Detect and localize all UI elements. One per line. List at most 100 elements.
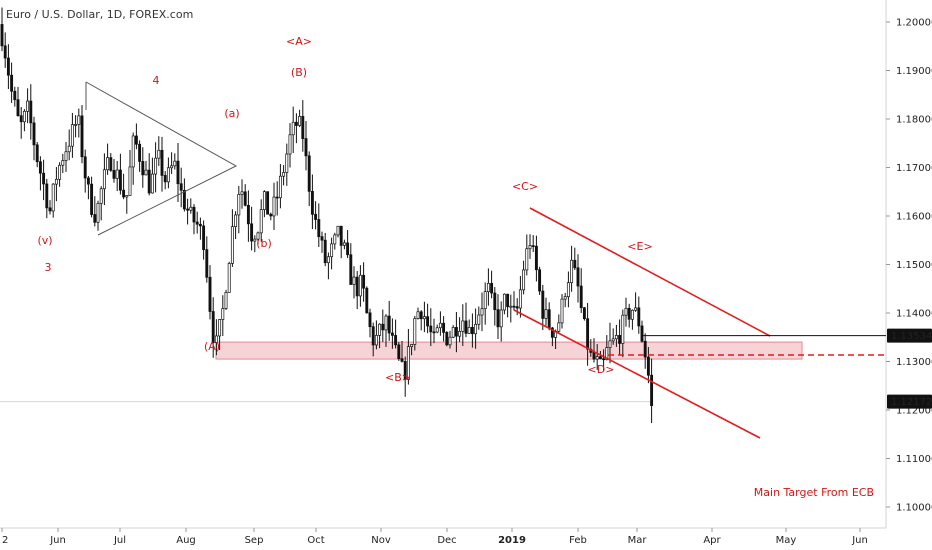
candle-body bbox=[128, 166, 132, 196]
wave-annotation: 3 bbox=[45, 261, 52, 274]
candle-body bbox=[496, 309, 500, 328]
candle-body bbox=[432, 331, 436, 334]
candle-body bbox=[502, 293, 506, 311]
candle-body bbox=[269, 213, 273, 217]
candle-body bbox=[179, 183, 183, 191]
wave-annotation: <C> bbox=[512, 180, 538, 193]
candle-body bbox=[547, 309, 551, 329]
y-tick-label: 1.16000 bbox=[896, 212, 932, 223]
candle-body bbox=[506, 293, 510, 308]
candle-body bbox=[109, 157, 113, 171]
candle-body bbox=[157, 149, 161, 159]
candle-body bbox=[150, 173, 154, 194]
candle-body bbox=[298, 116, 302, 126]
candle-body bbox=[384, 315, 388, 331]
candle-body bbox=[592, 352, 596, 360]
candle-body bbox=[106, 157, 110, 171]
candle-body bbox=[406, 346, 410, 380]
candle-body bbox=[470, 326, 474, 335]
x-tick-label: Feb bbox=[569, 535, 587, 546]
x-tick-label: May bbox=[776, 535, 797, 546]
candle-body bbox=[358, 274, 362, 297]
candle-body bbox=[294, 121, 298, 126]
y-tick-label: 1.20000 bbox=[896, 18, 932, 29]
candle-body bbox=[32, 122, 36, 146]
candle-body bbox=[230, 226, 234, 264]
candle-body bbox=[186, 208, 190, 211]
candle-body bbox=[218, 319, 222, 337]
candle-body bbox=[42, 172, 46, 185]
candle-body bbox=[477, 314, 481, 325]
candle-body bbox=[538, 269, 542, 292]
candle-body bbox=[189, 206, 193, 211]
candle-body bbox=[202, 225, 206, 250]
candle-body bbox=[438, 322, 442, 329]
candle-body bbox=[93, 214, 97, 223]
candle-body bbox=[125, 195, 129, 198]
candle-body bbox=[573, 259, 577, 269]
candle-body bbox=[224, 292, 228, 309]
candle-body bbox=[77, 115, 81, 125]
candle-body bbox=[413, 318, 417, 345]
candle-body bbox=[278, 175, 282, 199]
candle-body bbox=[442, 322, 446, 333]
candle-body bbox=[630, 309, 634, 320]
candle-body bbox=[208, 276, 212, 312]
wave-annotation: <E> bbox=[627, 240, 652, 253]
candle-body bbox=[45, 183, 49, 209]
candle-body bbox=[403, 361, 407, 380]
candle-body bbox=[214, 335, 218, 343]
candle-body bbox=[86, 177, 90, 185]
x-tick-label: Oct bbox=[307, 535, 324, 546]
candle-body bbox=[634, 307, 638, 311]
candle-body bbox=[326, 256, 330, 264]
candle-body bbox=[483, 291, 487, 310]
candle-body bbox=[419, 311, 423, 320]
candle-body bbox=[83, 156, 87, 179]
x-tick-label: 2019 bbox=[498, 535, 526, 546]
price-label: 1.12172 bbox=[891, 397, 932, 408]
candle-body bbox=[586, 318, 590, 350]
candle-body bbox=[445, 332, 449, 346]
candle-body bbox=[80, 115, 84, 158]
candle-body bbox=[371, 326, 375, 346]
candle-body bbox=[58, 164, 62, 180]
price-label: 1.13534 bbox=[891, 331, 932, 342]
candle-body bbox=[170, 165, 174, 169]
candle-body bbox=[227, 263, 231, 293]
candle-body bbox=[3, 45, 7, 59]
candle-body bbox=[637, 307, 641, 327]
candle-body bbox=[16, 99, 20, 117]
candle-body bbox=[448, 336, 452, 346]
candle-body bbox=[22, 110, 26, 123]
candle-body bbox=[602, 358, 606, 361]
candle-body bbox=[624, 307, 628, 316]
wave-annotation: <B> bbox=[385, 371, 411, 384]
candle-body bbox=[99, 188, 103, 204]
candle-body bbox=[381, 323, 385, 331]
candle-body bbox=[355, 276, 359, 297]
candles bbox=[0, 7, 654, 424]
candle-body bbox=[173, 160, 177, 167]
candle-body bbox=[486, 283, 490, 293]
candle-body bbox=[557, 322, 561, 332]
candle-body bbox=[461, 320, 465, 332]
candle-body bbox=[518, 289, 522, 309]
candle-body bbox=[368, 312, 372, 328]
y-tick-label: 1.13000 bbox=[896, 357, 932, 368]
candle-body bbox=[400, 358, 404, 362]
candle-body bbox=[640, 325, 644, 342]
candle-body bbox=[221, 308, 225, 320]
price-label-box bbox=[887, 328, 932, 343]
candle-body bbox=[288, 134, 292, 155]
candle-body bbox=[163, 175, 167, 183]
candle-body bbox=[304, 138, 308, 157]
candle-body bbox=[499, 309, 503, 328]
candle-body bbox=[429, 325, 433, 333]
candle-body bbox=[205, 249, 209, 278]
candle-body bbox=[410, 344, 414, 347]
x-tick-label: Dec bbox=[437, 535, 456, 546]
chart-title: Euro / U.S. Dollar, 1D, FOREX.com bbox=[6, 8, 194, 21]
candle-body bbox=[6, 57, 10, 76]
